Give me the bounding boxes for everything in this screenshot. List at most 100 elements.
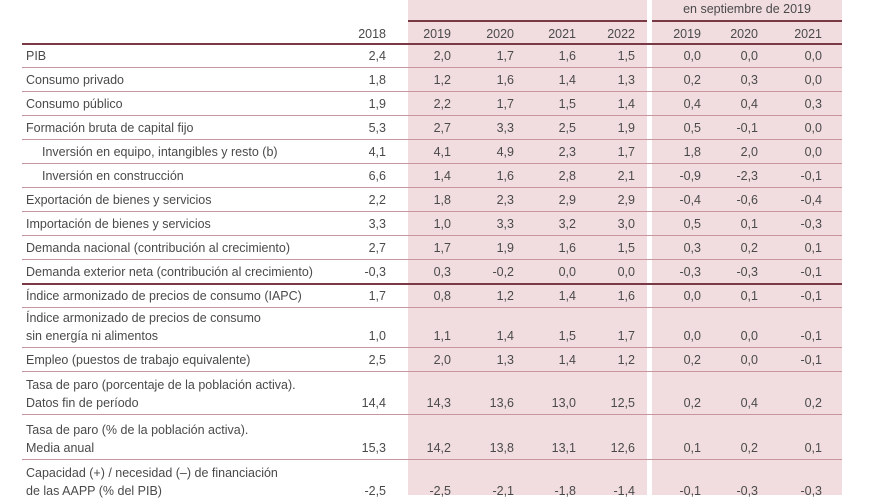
row-label: Demanda exterior neta (contribución al c… [26,265,313,279]
table-cell-value: 5,3 [368,121,386,135]
table-cell-value: 1,9 [617,121,635,135]
table-cell-value: 2,0 [433,49,451,63]
table-cell-value: 1,6 [558,241,576,255]
row-label: Datos fin de período [26,396,139,410]
row-divider [22,211,842,212]
table-cell-value: 0,0 [683,329,701,343]
table-cell-value: 0,3 [433,265,451,279]
table-cell-value: 1,5 [617,49,635,63]
table-cell-value: 0,2 [683,396,701,410]
table-cell-value: 0,0 [558,265,576,279]
table-cell-value: 3,3 [496,121,514,135]
table-cell-value: 1,7 [496,49,514,63]
row-label: Índice armonizado de precios de consumo … [26,289,302,303]
table-cell-value: 3,3 [496,217,514,231]
table-cell-value: 0,1 [683,441,701,455]
table-cell-value: 0,2 [804,396,822,410]
table-cell-value: -0,4 [679,193,701,207]
table-cell-value: 0,2 [740,441,758,455]
table-cell-value: 0,4 [740,97,758,111]
table-cell-value: 12,5 [610,396,635,410]
table-cell-value: 1,1 [433,329,451,343]
table-cell-value: -0,3 [800,217,822,231]
table-cell-value: 0,0 [617,265,635,279]
column-header-year: 2021 [794,27,822,41]
table-cell-value: 1,2 [496,289,514,303]
column-header-year: 2021 [548,27,576,41]
table-cell-value: 0,2 [683,73,701,87]
table-cell-value: 0,0 [804,121,822,135]
table-cell-value: -0,9 [679,169,701,183]
table-cell-value: 1,4 [558,289,576,303]
row-label: Consumo público [26,97,123,111]
table-cell-value: 1,6 [558,49,576,63]
row-label: de las AAPP (% del PIB) [26,484,162,498]
table-cell-value: 14,4 [361,396,386,410]
row-label: Importación de bienes y servicios [26,217,211,231]
table-cell-value: 1,2 [433,73,451,87]
row-divider [22,91,842,92]
table-cell-value: -1,8 [554,484,576,498]
column-header-year: 2018 [358,27,386,41]
table-cell-value: 0,1 [804,241,822,255]
table-cell-value: 1,9 [368,97,386,111]
row-label: Exportación de bienes y servicios [26,193,212,207]
table-cell-value: 0,1 [740,217,758,231]
table-cell-value: 1,2 [617,353,635,367]
table-cell-value: -0,3 [800,484,822,498]
table-cell-value: 1,4 [558,73,576,87]
column-header-year: 2022 [607,27,635,41]
table-cell-value: 1,8 [683,145,701,159]
table-cell-value: 0,0 [804,145,822,159]
row-divider [22,459,842,460]
row-divider [22,115,842,116]
row-label: Tasa de paro (porcentaje de la población… [26,378,296,392]
row-divider [22,235,842,236]
table-cell-value: 3,0 [617,217,635,231]
table-cell-value: 1,4 [433,169,451,183]
table-cell-value: 2,5 [368,353,386,367]
table-cell-value: 2,3 [496,193,514,207]
table-cell-value: 12,6 [610,441,635,455]
table-cell-value: 0,5 [683,217,701,231]
table-cell-value: 0,5 [683,121,701,135]
row-label: Inversión en equipo, intangibles y resto… [42,145,278,159]
column-header-year: 2019 [673,27,701,41]
table-cell-value: -2,5 [429,484,451,498]
table-cell-value: 1,0 [433,217,451,231]
row-divider [22,67,842,68]
table-cell-value: 1,3 [496,353,514,367]
row-divider [22,187,842,188]
table-cell-value: 0,8 [433,289,451,303]
revision-caption: en septiembre de 2019 [683,2,811,16]
table-cell-value: 2,7 [433,121,451,135]
row-divider [22,259,842,260]
table-cell-value: 1,7 [433,241,451,255]
table-cell-value: 13,0 [551,396,576,410]
row-divider [22,307,842,308]
table-cell-value: 4,1 [433,145,451,159]
table-cell-value: 6,6 [368,169,386,183]
table-cell-value: -2,3 [736,169,758,183]
row-label: Índice armonizado de precios de consumo [26,311,261,325]
table-cell-value: 4,9 [496,145,514,159]
table-cell-value: 0,3 [740,73,758,87]
row-label: Formación bruta de capital fijo [26,121,194,135]
table-cell-value: 1,6 [496,73,514,87]
table-cell-value: -0,1 [800,265,822,279]
table-cell-value: 0,0 [740,329,758,343]
table-cell-value: 1,0 [368,329,386,343]
table-cell-value: 1,7 [496,97,514,111]
table-cell-value: 2,1 [617,169,635,183]
table-cell-value: 3,3 [368,217,386,231]
table-cell-value: 0,0 [683,49,701,63]
table-cell-value: -2,5 [364,484,386,498]
table-cell-value: 0,4 [740,396,758,410]
table-cell-value: 1,4 [558,353,576,367]
table-cell-value: -2,1 [492,484,514,498]
table-cell-value: -0,1 [800,329,822,343]
table-cell-value: 1,9 [496,241,514,255]
table-cell-value: 1,7 [617,145,635,159]
table-cell-value: 2,2 [368,193,386,207]
row-label: Media anual [26,441,95,455]
